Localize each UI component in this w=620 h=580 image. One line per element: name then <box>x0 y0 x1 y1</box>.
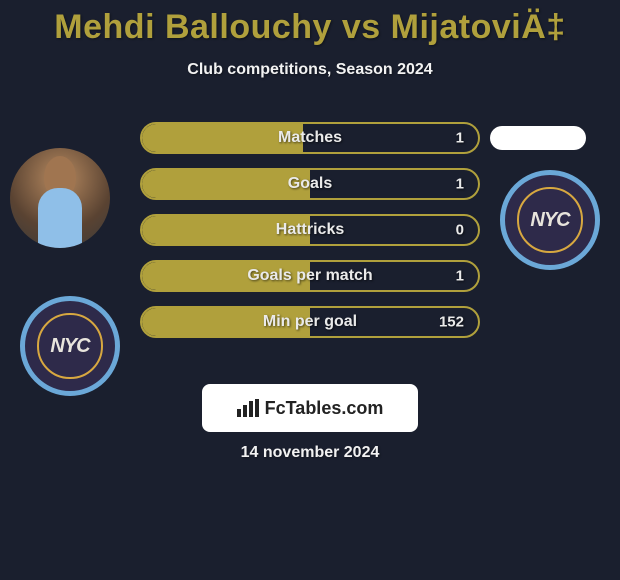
stat-label: Goals per match <box>247 267 372 285</box>
stat-label: Goals <box>288 175 332 193</box>
stat-row-hattricks: Hattricks 0 <box>140 214 480 246</box>
stat-value: 1 <box>456 130 464 147</box>
stat-value: 1 <box>456 176 464 193</box>
stat-label: Min per goal <box>263 313 357 331</box>
page-title: Mehdi Ballouchy vs MijatoviÄ‡ <box>0 0 620 47</box>
nyc-logo-icon: NYC <box>20 296 120 396</box>
stat-value: 152 <box>439 314 464 331</box>
nyc-logo-icon: NYC <box>500 170 600 270</box>
player-left-club-logo: NYC <box>20 296 120 396</box>
brand-badge: FcTables.com <box>202 384 418 432</box>
stat-value: 1 <box>456 268 464 285</box>
player-left-avatar <box>10 148 110 248</box>
stat-label: Matches <box>278 129 342 147</box>
stat-row-goals: Goals 1 <box>140 168 480 200</box>
stats-container: Matches 1 Goals 1 Hattricks 0 Goals per … <box>140 122 480 352</box>
player-right-avatar-placeholder <box>490 126 586 150</box>
bar-chart-icon <box>237 399 259 417</box>
stat-value: 0 <box>456 222 464 239</box>
stat-row-goals-per-match: Goals per match 1 <box>140 260 480 292</box>
date-text: 14 november 2024 <box>241 444 380 462</box>
stat-row-min-per-goal: Min per goal 152 <box>140 306 480 338</box>
stat-label: Hattricks <box>276 221 344 239</box>
subtitle: Club competitions, Season 2024 <box>0 61 620 79</box>
nyc-logo-text: NYC <box>530 209 569 232</box>
nyc-logo-text: NYC <box>50 335 89 358</box>
stat-fill <box>142 170 310 198</box>
brand-text: FcTables.com <box>265 398 384 419</box>
player-right-club-logo: NYC <box>500 170 600 270</box>
stat-row-matches: Matches 1 <box>140 122 480 154</box>
